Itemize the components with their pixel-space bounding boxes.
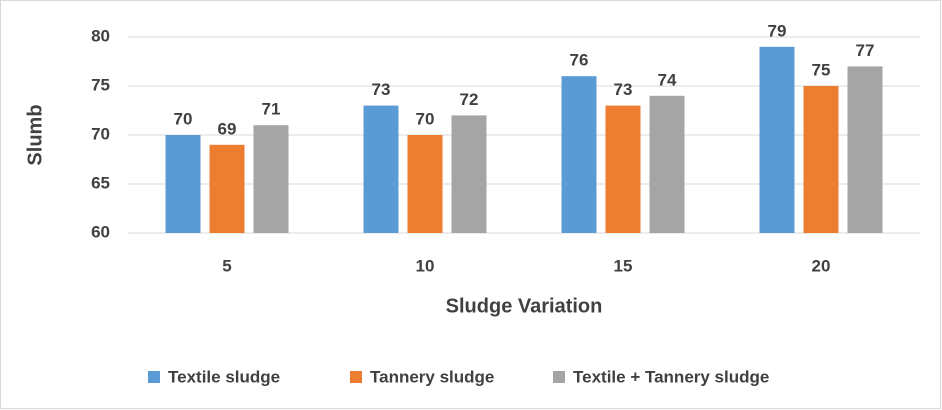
legend-swatch (148, 371, 160, 383)
data-label: 72 (460, 90, 479, 109)
data-label: 70 (416, 109, 435, 128)
x-tick-label: 5 (222, 256, 231, 275)
x-tick-label: 15 (614, 256, 633, 275)
data-label: 76 (570, 51, 589, 70)
y-tick-label: 70 (91, 124, 110, 143)
bar (561, 76, 597, 233)
data-label: 73 (372, 80, 391, 99)
legend-label: Textile + Tannery sludge (573, 367, 769, 386)
bar (605, 105, 641, 233)
bar (847, 66, 883, 234)
bar (407, 135, 443, 233)
y-tick-label: 80 (91, 26, 110, 45)
legend-label: Textile sludge (168, 367, 280, 386)
data-label: 71 (262, 100, 281, 119)
data-label: 74 (658, 70, 677, 89)
x-axis-label: Sludge Variation (446, 295, 603, 317)
y-tick-label: 65 (91, 173, 110, 192)
bar (209, 144, 245, 233)
y-tick-label: 60 (91, 222, 110, 241)
y-tick-label: 75 (91, 75, 110, 94)
bar (253, 125, 289, 233)
bar (803, 86, 839, 233)
y-axis-label: Slumb (24, 104, 46, 165)
legend-swatch (553, 371, 565, 383)
bar (759, 46, 795, 233)
x-tick-label: 20 (812, 256, 831, 275)
bar (363, 105, 399, 233)
legend-label: Tannery sludge (370, 367, 494, 386)
data-label: 70 (174, 109, 193, 128)
data-label: 79 (768, 21, 787, 40)
legend-swatch (350, 371, 362, 383)
data-label: 77 (856, 41, 875, 60)
bar (649, 95, 685, 233)
data-label: 69 (218, 119, 237, 138)
bar (165, 135, 201, 233)
x-tick-label: 10 (416, 256, 435, 275)
bar (451, 115, 487, 233)
data-label: 73 (614, 80, 633, 99)
data-label: 75 (812, 60, 831, 79)
